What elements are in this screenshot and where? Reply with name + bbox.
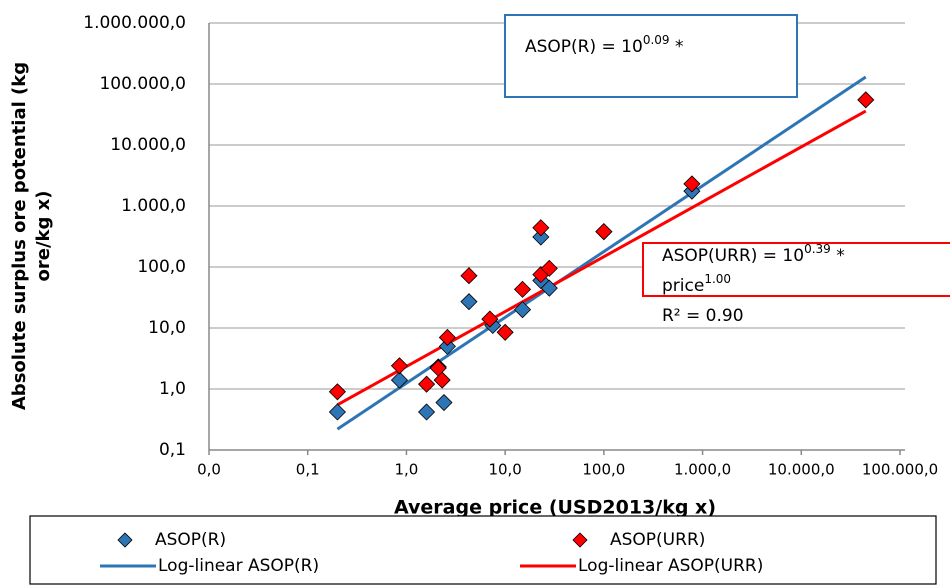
y-tick-label: 0,1 [159, 440, 186, 460]
x-tick-label: 10.000,0 [768, 461, 835, 479]
data-point [460, 267, 478, 285]
data-point [532, 219, 550, 237]
legend-box [29, 515, 937, 585]
annotation-box [504, 14, 798, 98]
legend-marker [572, 532, 588, 548]
annotation-part: price [662, 276, 704, 296]
data-point [683, 175, 701, 193]
y-tick-label: 1,0 [159, 379, 186, 399]
annotation-text: price1.00 [662, 272, 731, 297]
y-tick-label: 100,0 [137, 257, 186, 277]
data-point [328, 383, 346, 401]
trend-line [336, 109, 867, 407]
annotation-part: R² = 0.90 [662, 306, 744, 326]
data-point [390, 357, 409, 375]
data-point [513, 301, 532, 319]
annotation-part: ASOP(R) = 10 [525, 37, 643, 57]
x-tick-label: 1,0 [394, 461, 418, 479]
data-point [496, 323, 514, 341]
annotation-part: * [831, 246, 845, 266]
annotation-text: ASOP(URR) = 100.39 * [662, 242, 845, 267]
data-point [540, 279, 558, 297]
legend-label: ASOP(URR) [610, 530, 705, 550]
annotation-part: 0.39 [804, 242, 831, 256]
data-point [328, 403, 346, 421]
data-point [438, 337, 456, 355]
annotation-text: ASOP(R) = 100.09 * [525, 33, 683, 58]
legend-label: ASOP(R) [155, 530, 226, 550]
x-tick-label: 0,1 [296, 461, 320, 479]
x-tick-label: 100.000,0 [862, 461, 938, 479]
data-point [513, 280, 532, 298]
data-point [532, 228, 550, 246]
annotation-part: 0.09 [643, 33, 670, 47]
data-point [857, 91, 875, 109]
data-point [418, 375, 436, 393]
y-tick-label: 1.000,0 [121, 196, 186, 216]
data-point [435, 393, 453, 412]
data-point [433, 371, 451, 389]
legend-label: Log-linear ASOP(R) [158, 556, 319, 576]
data-point [390, 371, 409, 389]
annotation-box [642, 242, 950, 297]
y-tick-label: 10.000,0 [110, 135, 186, 155]
annotation-part: ASOP(URR) = 10 [662, 246, 804, 266]
data-point [460, 293, 478, 311]
x-tick-label: 100,0 [582, 461, 625, 479]
data-point [438, 328, 456, 347]
data-point [481, 310, 499, 328]
y-tick-label: 1.000.000,0 [83, 13, 186, 33]
legend-marker [117, 532, 133, 548]
annotation-part: * [670, 37, 684, 57]
x-tick-label: 0,0 [197, 461, 221, 479]
y-axis-title: Absolute surplus ore potential (kg [9, 62, 30, 410]
legend-label: Log-linear ASOP(URR) [578, 556, 763, 576]
y-axis-title: ore/kg x) [33, 191, 54, 282]
data-point [540, 259, 558, 277]
annotation-text: R² = 0.90 [662, 306, 744, 326]
data-point [418, 403, 436, 421]
y-tick-label: 10,0 [148, 318, 186, 338]
annotation-part: 1.00 [704, 272, 731, 286]
trend-line [336, 75, 867, 431]
y-tick-label: 100.000,0 [99, 74, 186, 94]
x-tick-label: 10,0 [488, 461, 521, 479]
x-tick-label: 1.000,0 [674, 461, 731, 479]
data-point [595, 223, 613, 241]
x-axis-title: Average price (USD2013/kg x) [394, 497, 716, 519]
